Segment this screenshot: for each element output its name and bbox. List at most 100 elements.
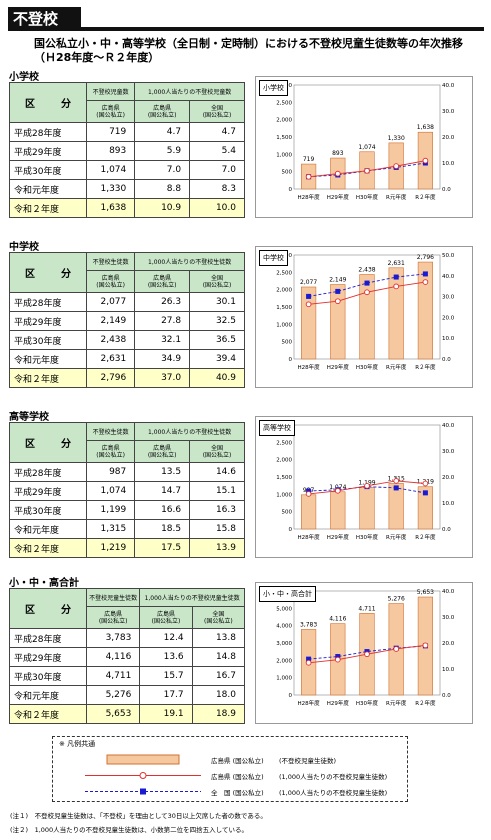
hiroshima-point: [305, 491, 312, 497]
hiroshima-point: [305, 301, 312, 308]
count-cell: 1,074: [85, 160, 136, 180]
table-row: 令和２年度 1,219 17.5 13.9: [9, 538, 245, 558]
count-cell: 3,783: [85, 628, 141, 648]
y-tick-label: 1,500: [276, 305, 292, 311]
kubun-header: 区 分: [9, 422, 87, 463]
legend-national-swatch: [85, 788, 201, 795]
y-tick-label: 1,000: [276, 322, 292, 328]
national-rate-cell: 16.3: [189, 500, 245, 520]
chart-title: 中学校: [259, 250, 288, 266]
hiroshima-point: [364, 167, 370, 174]
bar: [300, 286, 317, 360]
national-rate-cell: 36.5: [189, 330, 245, 350]
y2-tick-label: 20.0: [442, 315, 455, 321]
hiroshima-header: 広島県 (国公私立): [85, 440, 136, 463]
header-rule: [81, 27, 484, 31]
x-tick-label: R２年度: [415, 699, 436, 707]
x-tick-label: R２年度: [415, 193, 436, 201]
x-tick-label: H30年度: [356, 193, 379, 201]
national-point: [306, 656, 312, 662]
year-cell: 平成28年度: [9, 122, 87, 142]
bar: [388, 267, 404, 360]
x-tick-label: H30年度: [356, 363, 379, 371]
hiroshima-header: 広島県 (国公私立): [134, 270, 191, 293]
hiroshima-point: [393, 283, 400, 290]
national-header: 全国 (国公私立): [189, 100, 245, 123]
national-rate-cell: 16.7: [191, 666, 246, 686]
chart-title: 小・中・高合計: [259, 586, 316, 602]
y-tick-label: 1,000: [276, 676, 292, 682]
table-row: 令和元年度 1,330 8.8 8.3: [9, 179, 245, 199]
count-cell: 1,315: [85, 519, 136, 539]
x-tick-label: H29年度: [327, 533, 350, 541]
y-tick-label: 2,000: [276, 288, 292, 294]
bar: [417, 486, 434, 530]
hiroshima-rate-cell: 10.9: [134, 198, 191, 218]
hiroshima-point: [422, 642, 429, 649]
y2-tick-label: 40.0: [442, 589, 455, 595]
year-cell: 平成29年度: [9, 141, 87, 161]
kubun-header: 区 分: [9, 588, 87, 629]
x-tick-label: R元年度: [386, 193, 407, 201]
legend-row-hiroshima: 広島県 (国公私立) (1,000人当たりの不登校児童生徒数): [81, 770, 401, 781]
bar: [330, 284, 346, 360]
y2-tick-label: 30.0: [442, 109, 455, 115]
count-cell: 5,653: [85, 704, 141, 724]
hiroshima-rate-cell: 19.1: [139, 704, 193, 724]
hiroshima-point: [305, 173, 312, 180]
table-row: 令和２年度 5,653 19.1 18.9: [9, 704, 246, 724]
kubun-header: 区 分: [9, 252, 87, 293]
section-label: 小・中・高合計: [9, 578, 79, 589]
y2-tick-label: 20.0: [442, 641, 455, 647]
table-row: 平成29年度 4,116 13.6 14.8: [9, 647, 246, 667]
y2-tick-label: 20.0: [442, 135, 455, 141]
y-tick-label: 0: [289, 527, 293, 533]
count-cell: 1,074: [85, 481, 136, 501]
count-cell: 2,796: [85, 368, 136, 388]
national-rate-cell: 15.1: [189, 481, 245, 501]
x-tick-label: H29年度: [327, 699, 350, 707]
national-rate-cell: 4.7: [189, 122, 245, 142]
y-tick-label: 500: [282, 170, 293, 176]
national-point: [306, 293, 312, 299]
table-row: 平成29年度 2,149 27.8 32.5: [9, 311, 245, 331]
count-header: 不登校生徒数: [85, 422, 136, 441]
x-tick-label: R２年度: [415, 363, 436, 371]
section-label: 高等学校: [9, 412, 49, 423]
bar-value-label: 4,711: [358, 605, 375, 612]
subtitle: 国公私立小・中・高等学校（全日制・定時制）における不登校児童生徒数等の年次推移（…: [34, 37, 463, 64]
count-cell: 2,149: [85, 311, 136, 331]
y-tick-label: 1,000: [276, 152, 292, 158]
bar: [359, 274, 375, 360]
count-cell: 2,438: [85, 330, 136, 350]
y-tick-label: 1,500: [276, 475, 292, 481]
y-tick-label: 500: [282, 510, 293, 516]
year-cell: 平成29年度: [9, 311, 87, 331]
y2-tick-label: 40.0: [442, 83, 455, 89]
legend-title: ※ 凡例共通: [59, 740, 96, 748]
hiroshima-rate-cell: 14.7: [134, 481, 191, 501]
legend-hiroshima-swatch: [85, 772, 201, 779]
hiroshima-point: [422, 157, 429, 164]
chart-panel: 01,0002,0003,0004,0005,0006,0000.010.020…: [255, 582, 473, 724]
rate-header: 1,000人当たりの不登校児童数: [134, 82, 245, 101]
count-cell: 5,276: [85, 685, 141, 705]
hiroshima-point: [393, 646, 400, 652]
hiroshima-point: [334, 298, 341, 305]
year-cell: 平成30年度: [9, 330, 87, 350]
x-tick-label: R元年度: [386, 699, 407, 707]
bar-value-label: 1,638: [417, 124, 434, 131]
year-cell: 令和元年度: [9, 685, 87, 705]
hiroshima-rate-cell: 27.8: [134, 311, 191, 331]
bar-value-label: 5,653: [417, 589, 434, 596]
count-header: 不登校生徒数: [85, 252, 136, 271]
bar-value-label: 1,330: [388, 135, 405, 142]
y2-tick-label: 10.0: [442, 667, 455, 673]
table-row: 令和元年度 1,315 18.5 15.8: [9, 519, 245, 539]
y-tick-label: 2,500: [276, 100, 292, 106]
x-tick-label: H28年度: [298, 699, 321, 707]
national-point: [393, 485, 399, 491]
national-rate-cell: 39.4: [189, 349, 245, 369]
national-rate-cell: 8.3: [189, 179, 245, 199]
section-label: 小学校: [9, 72, 39, 83]
